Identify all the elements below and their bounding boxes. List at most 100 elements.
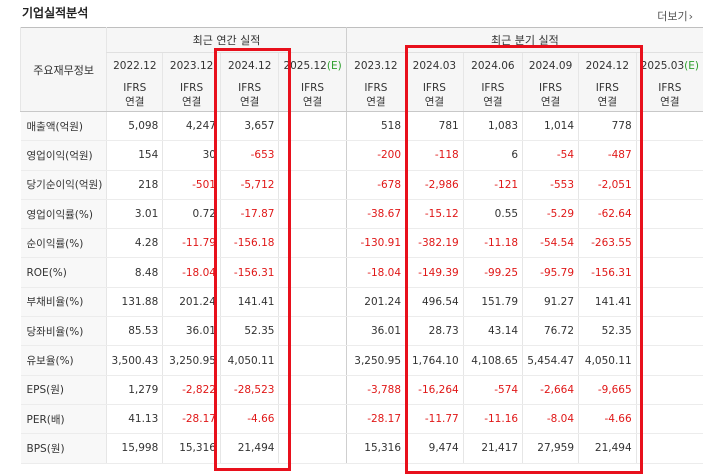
table-cell — [635, 257, 703, 288]
table-row: EPS(원) 1,279 -2,822 -28,523 -3,788 -16,264 -57… — [20, 375, 703, 405]
table-cell: 91.27 — [522, 287, 579, 318]
row-label: 유보율(%) — [20, 345, 107, 376]
table-cell: 85.53 — [106, 316, 163, 347]
table-cell: 52.35 — [219, 316, 279, 347]
estimate-marker: (E) — [684, 59, 699, 72]
ifrs-text: IFRS — [238, 81, 262, 94]
consolidated-text: 연결 — [240, 95, 260, 108]
table-row: 부채비율(%) 131.88 201.24 141.41 201.24 496.54 151… — [20, 287, 703, 318]
ifrs-text: IFRS — [422, 81, 446, 94]
row-label: 당기순이익(억원) — [20, 170, 107, 200]
more-label: 더보기 — [657, 10, 688, 23]
table-cell: -54 — [522, 140, 579, 171]
table-cell: 4,247 — [162, 111, 221, 142]
table-cell: 15,998 — [106, 433, 163, 464]
table-cell — [278, 140, 347, 171]
row-label: BPS(원) — [20, 433, 107, 464]
table-cell: -2,664 — [522, 375, 579, 405]
table-cell: -2,822 — [162, 375, 221, 405]
ifrs-text: IFRS — [301, 81, 325, 94]
table-cell: 3.01 — [106, 199, 163, 230]
table-cell: 3,250.95 — [345, 345, 406, 376]
table-cell — [278, 345, 347, 376]
consolidated-text: 연결 — [125, 95, 145, 108]
table-cell: -11.79 — [162, 228, 221, 259]
table-cell: 41.13 — [106, 404, 163, 435]
consolidated-text: 연결 — [597, 95, 617, 108]
table-cell: -382.19 — [405, 228, 464, 259]
corner-header: 주요재무정보 — [19, 27, 107, 112]
table-cell: 15,316 — [162, 433, 221, 464]
table-cell: 30 — [162, 140, 221, 171]
table-row: 당좌비율(%) 85.53 36.01 52.35 36.01 28.73 43.14 76.… — [20, 316, 703, 347]
ifrs-text: IFRS — [595, 81, 619, 94]
table-cell: -653 — [219, 140, 279, 171]
table-cell: -18.04 — [345, 257, 406, 288]
ifrs-text: IFRS — [538, 81, 563, 94]
table-row: 매출액(억원) 5,098 4,247 3,657 518 781 1,083 1,014 77… — [20, 111, 703, 142]
table-cell: 27,959 — [522, 433, 579, 464]
table-cell: 201.24 — [162, 287, 221, 318]
table-cell: 43.14 — [462, 316, 523, 347]
row-label: 영업이익률(%) — [20, 199, 107, 230]
table-cell: -200 — [345, 140, 406, 171]
table-cell: 141.41 — [578, 287, 637, 318]
table-cell: -553 — [522, 170, 579, 200]
table-cell: -3,788 — [345, 375, 406, 405]
table-cell: 6 — [462, 140, 523, 171]
table-cell: 3,250.95 — [162, 345, 221, 376]
table-cell: -2,051 — [578, 170, 637, 200]
consolidated-text: 연결 — [660, 95, 680, 108]
table-cell: 3,500.43 — [106, 345, 163, 376]
table-cell — [278, 111, 347, 142]
table-cell: 496.54 — [405, 287, 464, 318]
table-cell: -156.31 — [219, 257, 279, 288]
ifrs-label: IFRS 연결 — [522, 78, 579, 112]
table-cell: 36.01 — [345, 316, 406, 347]
ifrs-label: IFRS 연결 — [635, 78, 703, 112]
more-link[interactable]: 더보기› — [657, 8, 693, 24]
table-cell: -28.17 — [345, 404, 406, 435]
table-cell — [635, 316, 703, 347]
table-row: BPS(원) 15,998 15,316 21,494 15,316 9,474 21,41… — [20, 433, 703, 464]
table-cell — [278, 170, 347, 200]
ifrs-label: IFRS 연결 — [162, 78, 221, 112]
quarter-group-header: 최근 분기 실적 — [345, 27, 703, 53]
table-cell: -95.79 — [522, 257, 579, 288]
ifrs-text: IFRS — [658, 81, 682, 94]
table-cell — [278, 199, 347, 230]
period-header: 2025.12(E) — [278, 52, 347, 78]
table-cell: -121 — [462, 170, 523, 200]
table-cell: -156.18 — [219, 228, 279, 259]
table-cell: -501 — [162, 170, 221, 200]
period-header: 2024.12 — [219, 52, 279, 78]
table-cell: -17.87 — [219, 199, 279, 230]
table-cell: -11.16 — [462, 404, 523, 435]
table-cell: 1,764.10 — [405, 345, 464, 376]
financial-table: 주요재무정보 최근 연간 실적 최근 분기 실적 2022.12 2023.12 2… — [19, 27, 703, 464]
table-cell — [635, 111, 703, 142]
table-cell: -5.29 — [522, 199, 579, 230]
table-cell: 218 — [106, 170, 163, 200]
row-label: 부채비율(%) — [20, 287, 107, 318]
table-row: 순이익률(%) 4.28 -11.79 -156.18 -130.91 -382.19 -1… — [20, 228, 703, 259]
consolidated-text: 연결 — [302, 95, 323, 108]
period-header: 2024.12 — [578, 52, 637, 78]
table-cell: -263.55 — [578, 228, 637, 259]
ifrs-header-row: IFRS 연결 IFRS 연결 IFRS 연결 IFRS 연결 IFRS 연결 IFRS 연결 IFRS… — [21, 78, 703, 112]
consolidated-text: 연결 — [540, 95, 561, 108]
section-title: 기업실적분석 — [22, 6, 89, 20]
row-label: EPS(원) — [20, 375, 107, 405]
table-cell: -16,264 — [405, 375, 464, 405]
table-cell: 4,050.11 — [219, 345, 279, 376]
table-cell — [635, 375, 703, 405]
ifrs-text: IFRS — [180, 81, 204, 94]
period-header: 2024.06 — [462, 52, 523, 78]
table-cell: -130.91 — [345, 228, 406, 259]
table-cell: -5,712 — [219, 170, 279, 200]
table-cell — [278, 228, 347, 259]
table-cell: 1,279 — [106, 375, 163, 405]
estimate-marker: (E) — [326, 59, 342, 72]
ifrs-label: IFRS 연결 — [462, 78, 523, 112]
period-header-row: 2022.12 2023.12 2024.12 2025.12(E) 2023.12 20… — [21, 52, 703, 78]
